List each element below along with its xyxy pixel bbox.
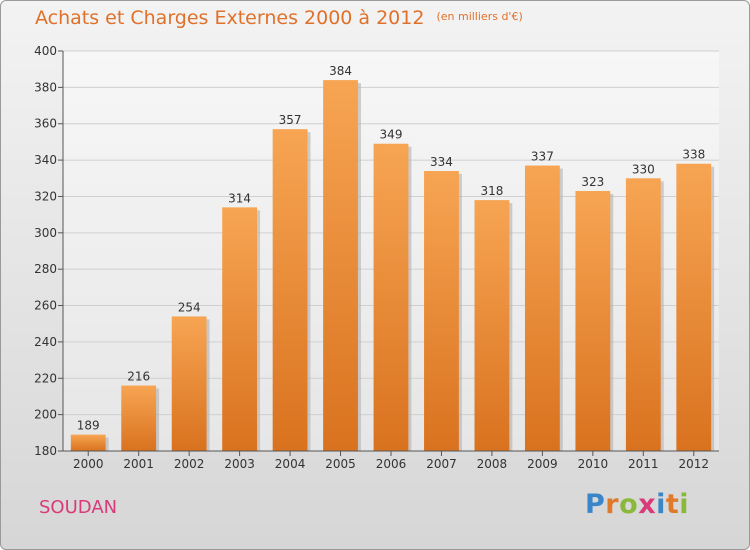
logo-letter: r [605,489,620,520]
bar-value-label: 254 [178,300,201,314]
bar-value-label: 323 [581,175,604,189]
bar [524,165,560,451]
bar-value-label: 330 [632,162,655,176]
y-tick-label: 280 [34,262,57,276]
logo-letter: t [665,489,680,520]
y-tick-label: 340 [34,153,57,167]
x-tick-label: 2000 [73,457,104,471]
bar [373,143,409,451]
bar-value-label: 318 [480,184,503,198]
y-tick-label: 380 [34,80,57,94]
y-tick-label: 320 [34,189,57,203]
bar-value-label: 357 [279,113,302,127]
bar-value-label: 189 [77,419,100,433]
bar [70,434,106,451]
x-tick-label: 2003 [224,457,255,471]
bar [222,207,258,451]
logo-letter: P [585,489,606,520]
bar [474,200,510,451]
x-tick-label: 2010 [578,457,609,471]
x-tick-label: 2005 [325,457,356,471]
y-tick-label: 360 [34,117,57,131]
y-tick-label: 260 [34,299,57,313]
proxiti-logo: Proxiti [585,489,689,520]
unit-text: (en milliers d'€) [436,10,523,23]
bar-value-label: 334 [430,155,453,169]
bar [171,316,207,451]
y-tick-label: 400 [34,44,57,58]
x-tick-label: 2006 [376,457,407,471]
bar-value-label: 216 [127,370,150,384]
x-tick-label: 2002 [174,457,205,471]
bar-value-label: 337 [531,150,554,164]
logo-letter: x [638,489,657,520]
bar [676,163,712,451]
bar-value-label: 349 [380,128,403,142]
bar-value-label: 338 [682,148,705,162]
title-text: Achats et Charges Externes 2000 à 2012 [35,7,425,29]
bar [323,80,358,451]
logo-letter: o [619,489,639,520]
y-tick-label: 300 [34,226,57,240]
logo-letter: i [679,489,690,520]
place-name: SOUDAN [39,497,118,518]
bar [272,129,308,451]
y-tick-label: 240 [34,335,57,349]
y-tick-label: 200 [34,408,57,422]
bar [625,178,661,452]
bar-value-label: 314 [228,191,251,205]
x-tick-label: 2012 [678,457,709,471]
x-tick-label: 2011 [628,457,659,471]
logo-letter: i [656,489,666,520]
y-tick-label: 220 [34,371,57,385]
bar [121,385,157,451]
bar [575,191,611,451]
x-tick-label: 2008 [477,457,508,471]
x-tick-label: 2001 [123,457,154,471]
chart-title: Achats et Charges Externes 2000 à 2012 (e… [35,7,523,29]
y-tick-label: 180 [34,444,57,458]
bar-value-label: 384 [329,64,352,78]
bar [424,171,459,451]
x-tick-label: 2009 [527,457,558,471]
x-tick-label: 2007 [426,457,457,471]
x-tick-label: 2004 [275,457,306,471]
